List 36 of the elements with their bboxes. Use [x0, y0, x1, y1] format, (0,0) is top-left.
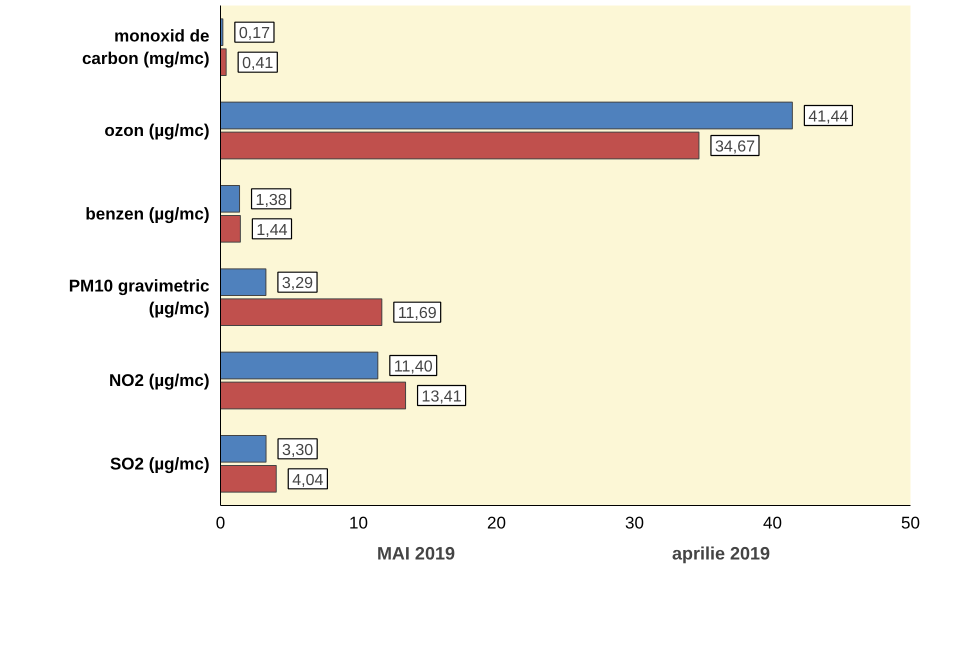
x-tick-label: 20 [487, 514, 506, 532]
data-label: 13,41 [422, 388, 462, 406]
data-label: 0,41 [242, 55, 274, 72]
data-label: 11,69 [398, 305, 437, 322]
data-label: 4,04 [292, 472, 324, 489]
text: aprilie 2019 [672, 543, 770, 564]
y-tick-label: SO2 (µg/mc) [110, 454, 210, 474]
x-tick-label: 50 [901, 514, 920, 532]
data-label: 34,67 [714, 138, 756, 156]
data-label: 1,38 [256, 192, 287, 209]
text: MAI 2019 [376, 543, 455, 564]
data-label: 41,44 [808, 108, 849, 126]
data-label: 11,40 [394, 358, 433, 376]
y-tick-label: monoxid de carbon (mg/mc) [82, 26, 210, 68]
x-tick-label: 10 [349, 514, 368, 532]
bar [220, 185, 240, 213]
x-tick-label: 30 [625, 514, 644, 532]
bar [220, 268, 266, 296]
bar [220, 435, 267, 463]
data-label: 1,44 [256, 222, 288, 239]
data-label: 3,29 [282, 275, 314, 292]
bar [220, 298, 382, 326]
y-tick-label: PM10 gravimetric (µg/mc) [68, 276, 210, 318]
bar [220, 465, 277, 493]
bar [220, 382, 406, 410]
y-tick-label: benzen (µg/mc) [85, 204, 210, 224]
x-tick-label: 0 [216, 514, 226, 532]
y-tick-label: ozon (µg/mc) [104, 121, 210, 140]
x-tick-label: 40 [763, 514, 782, 532]
data-label: 0,17 [238, 25, 270, 42]
bar [220, 215, 241, 243]
bar [220, 352, 378, 380]
y-tick-label: NO2 (µg/mc) [109, 371, 210, 390]
data-label: 3,30 [282, 442, 314, 459]
bar [220, 102, 793, 130]
bar [220, 132, 700, 160]
